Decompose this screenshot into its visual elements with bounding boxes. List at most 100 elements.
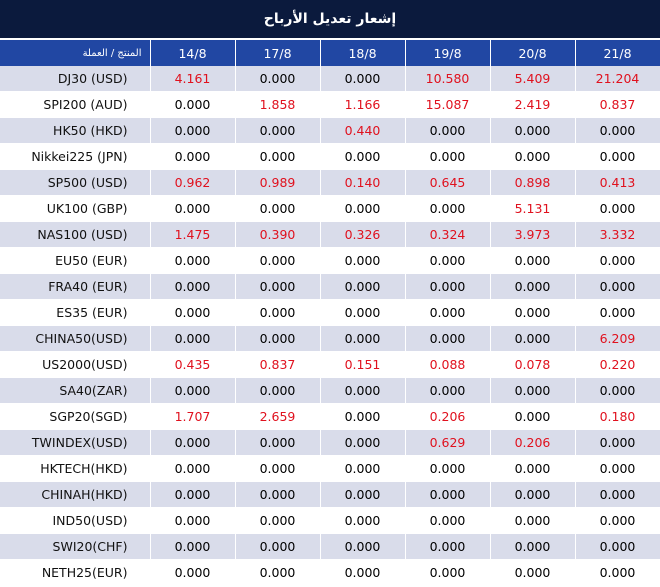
dividend-value-cell: 0.000 [150, 507, 236, 534]
table-row: SA40(ZAR) 0.000 0.000 0.000 0.000 0.000 0.000 [0, 377, 660, 404]
dividend-value-cell: 0.000 [150, 559, 236, 586]
dividend-value-cell: 0.000 [490, 247, 576, 274]
dividend-value-cell: 0.000 [575, 455, 660, 482]
dividend-value-cell: 0.000 [320, 403, 406, 430]
dividend-value-cell: 5.409 [490, 66, 576, 92]
dividend-value-cell: 0.000 [320, 481, 406, 508]
dividend-value-cell: 10.580 [405, 66, 491, 92]
dividend-value-cell: 0.000 [320, 429, 406, 456]
instrument-name: NETH25(EUR) [0, 559, 151, 586]
dividend-value-cell: 0.000 [235, 247, 321, 274]
dividend-value-cell: 0.629 [405, 429, 491, 456]
dividend-value-cell: 0.000 [490, 481, 576, 508]
instrument-name: DJ30 (USD) [0, 66, 151, 92]
dividend-value-cell: 15.087 [405, 91, 491, 118]
table-row: Nikkei225 (JPN) 0.000 0.000 0.000 0.000 0.000… [0, 143, 660, 170]
dividend-value-cell: 0.000 [490, 559, 576, 586]
dividend-value-cell: 0.000 [405, 377, 491, 404]
instrument-name: SP500 (USD) [0, 169, 151, 196]
dividend-value-cell: 0.000 [405, 533, 491, 560]
instrument-name: Nikkei225 (JPN) [0, 143, 151, 170]
dividend-value-cell: 0.989 [235, 169, 321, 196]
dividend-value-cell: 0.837 [575, 91, 660, 118]
dividend-value-cell: 0.206 [490, 429, 576, 456]
page-title: إشعار تعديل الأرباح [0, 0, 660, 40]
dividend-value-cell: 0.000 [405, 507, 491, 534]
column-header-date: 19/8 [405, 40, 491, 66]
dividend-value-cell: 0.000 [150, 429, 236, 456]
dividend-value-cell: 0.000 [235, 117, 321, 144]
dividend-value-cell: 0.000 [235, 377, 321, 404]
instrument-name: ES35 (EUR) [0, 299, 151, 326]
dividend-value-cell: 0.000 [490, 507, 576, 534]
table-row: DJ30 (USD) 4.161 0.000 0.000 10.580 5.409 21.2… [0, 66, 660, 92]
dividend-value-cell: 0.000 [405, 195, 491, 222]
dividend-value-cell: 0.000 [320, 507, 406, 534]
dividend-value-cell: 2.659 [235, 403, 321, 430]
dividend-value-cell: 1.166 [320, 91, 406, 118]
dividend-value-cell: 0.088 [405, 351, 491, 378]
dividend-value-cell: 0.000 [150, 195, 236, 222]
instrument-name: SGP20(SGD) [0, 403, 151, 430]
table-row: IND50(USD) 0.000 0.000 0.000 0.000 0.000 0.000 [0, 507, 660, 534]
dividend-value-cell: 0.000 [490, 117, 576, 144]
dividend-value-cell: 0.000 [575, 429, 660, 456]
instrument-name: HKTECH(HKD) [0, 455, 151, 482]
instrument-name: TWINDEX(USD) [0, 429, 151, 456]
dividend-value-cell: 0.000 [235, 143, 321, 170]
table-row: SWI20(CHF) 0.000 0.000 0.000 0.000 0.000 0.000 [0, 533, 660, 560]
dividend-value-cell: 0.000 [320, 299, 406, 326]
dividend-value-cell: 0.000 [235, 559, 321, 586]
dividend-value-cell: 0.390 [235, 221, 321, 248]
dividend-value-cell: 0.000 [320, 325, 406, 352]
instrument-name: SWI20(CHF) [0, 533, 151, 560]
dividend-value-cell: 0.413 [575, 169, 660, 196]
dividend-value-cell: 5.131 [490, 195, 576, 222]
table-row: HK50 (HKD) 0.000 0.000 0.440 0.000 0.000 0.000 [0, 117, 660, 144]
instrument-name: SA40(ZAR) [0, 377, 151, 404]
header-row: المنتج / العملة 14/8 17/8 18/8 19/8 20/8… [0, 40, 660, 66]
dividend-value-cell: 0.898 [490, 169, 576, 196]
table-row: EU50 (EUR) 0.000 0.000 0.000 0.000 0.000 0.000 [0, 247, 660, 274]
dividend-value-cell: 0.180 [575, 403, 660, 430]
dividend-value-cell: 0.000 [320, 273, 406, 300]
dividend-value-cell: 0.000 [405, 247, 491, 274]
dividend-value-cell: 0.078 [490, 351, 576, 378]
dividend-value-cell: 2.419 [490, 91, 576, 118]
dividend-value-cell: 0.000 [235, 507, 321, 534]
table-row: CHINAH(HKD) 0.000 0.000 0.000 0.000 0.000 0.00… [0, 481, 660, 508]
dividend-value-cell: 0.000 [150, 455, 236, 482]
dividend-value-cell: 0.000 [235, 66, 321, 92]
dividend-value-cell: 0.962 [150, 169, 236, 196]
instrument-name: US2000(USD) [0, 351, 151, 378]
dividend-value-cell: 3.973 [490, 221, 576, 248]
instrument-name: IND50(USD) [0, 507, 151, 534]
dividend-value-cell: 0.000 [490, 273, 576, 300]
instrument-name: EU50 (EUR) [0, 247, 151, 274]
dividend-value-cell: 0.000 [320, 195, 406, 222]
dividend-value-cell: 0.000 [575, 507, 660, 534]
dividend-value-cell: 0.000 [320, 533, 406, 560]
dividend-value-cell: 0.000 [575, 117, 660, 144]
instrument-name: SPI200 (AUD) [0, 91, 151, 118]
instrument-name: CHINA50(USD) [0, 325, 151, 352]
dividend-value-cell: 0.000 [490, 377, 576, 404]
dividend-value-cell: 0.000 [490, 299, 576, 326]
dividend-value-cell: 0.000 [405, 117, 491, 144]
dividend-value-cell: 0.435 [150, 351, 236, 378]
dividend-value-cell: 0.000 [490, 403, 576, 430]
dividend-value-cell: 0.000 [575, 481, 660, 508]
dividend-value-cell: 0.326 [320, 221, 406, 248]
dividend-value-cell: 0.837 [235, 351, 321, 378]
dividend-value-cell: 0.000 [150, 299, 236, 326]
dividend-value-cell: 0.000 [235, 299, 321, 326]
table-row: FRA40 (EUR) 0.000 0.000 0.000 0.000 0.000 0.00… [0, 273, 660, 300]
dividend-value-cell: 0.000 [575, 195, 660, 222]
dividend-value-cell: 0.000 [320, 143, 406, 170]
table-row: TWINDEX(USD) 0.000 0.000 0.000 0.629 0.206 0.0… [0, 429, 660, 456]
dividend-value-cell: 0.000 [575, 299, 660, 326]
dividend-value-cell: 0.000 [235, 455, 321, 482]
table-row: UK100 (GBP) 0.000 0.000 0.000 0.000 5.131 0.00… [0, 195, 660, 222]
dividend-value-cell: 0.000 [150, 273, 236, 300]
